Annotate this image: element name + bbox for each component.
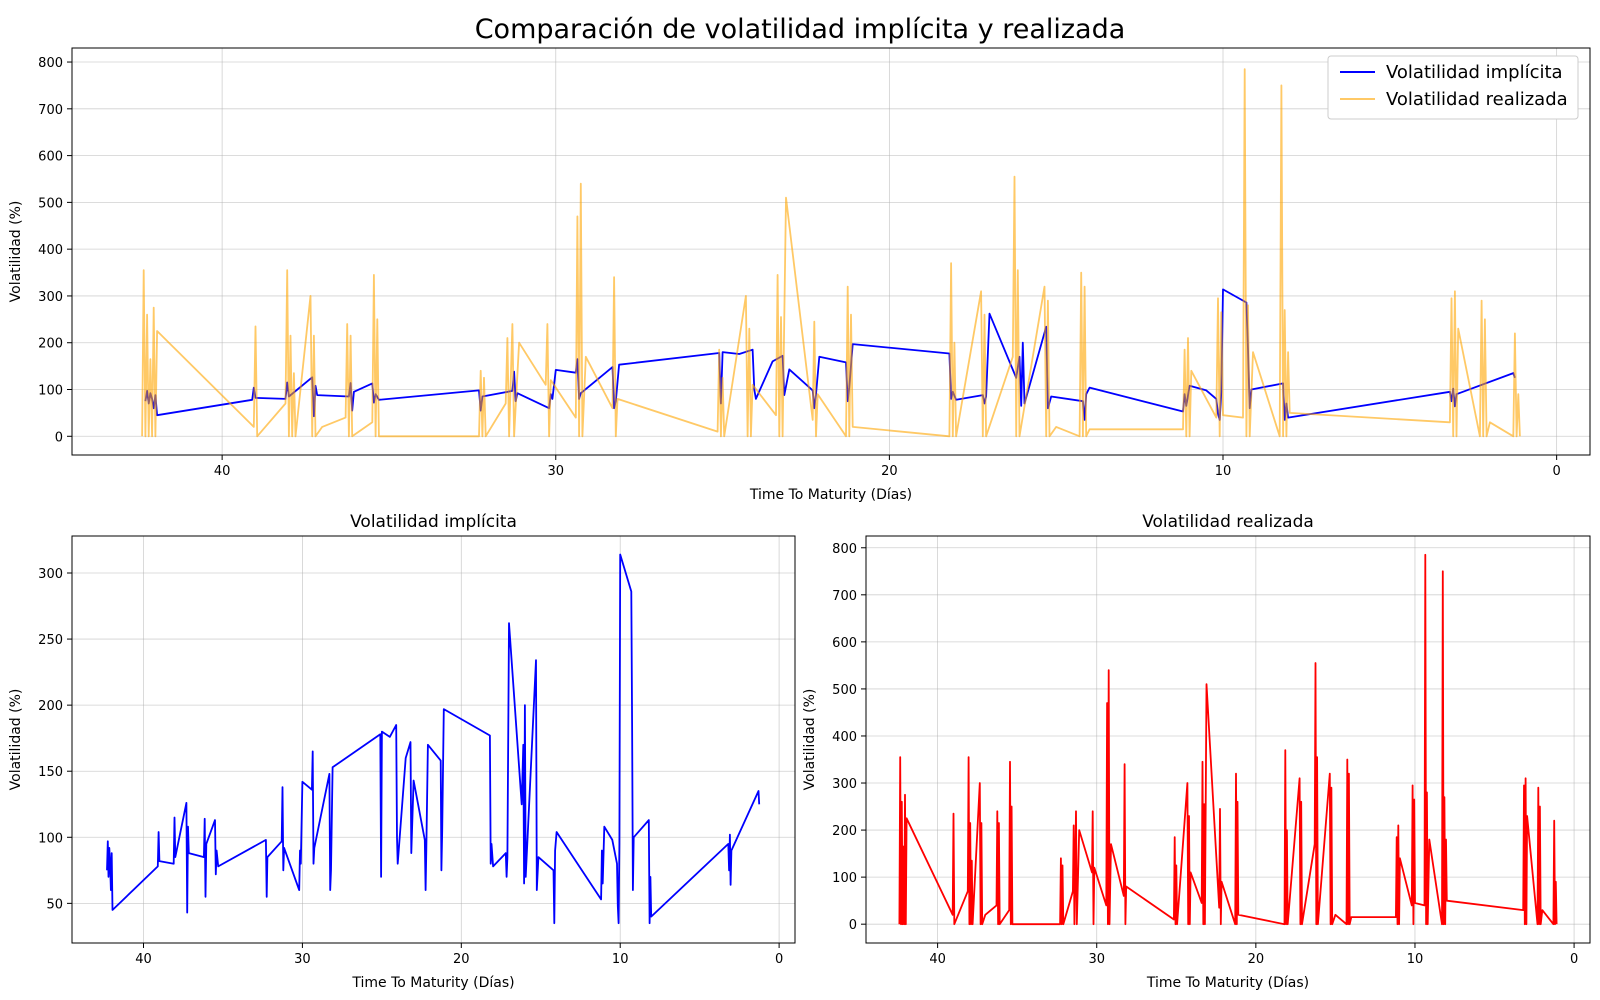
panel-title: Volatilidad implícita [350, 512, 517, 532]
y-tick-label: 600 [38, 150, 63, 165]
plot-frame [71, 535, 796, 944]
y-tick-label: 500 [38, 196, 63, 211]
y-tick-label: 400 [38, 243, 63, 258]
x-tick-label: 0 [1552, 464, 1560, 479]
y-tick-label: 200 [38, 699, 63, 714]
x-tick-label: 40 [929, 952, 946, 967]
figure-title: Comparación de volatilidad implícita y r… [475, 14, 1126, 45]
x-axis-label: Time To Maturity (Días) [351, 975, 514, 991]
series-line-realized [898, 553, 1558, 926]
y-tick-label: 400 [832, 730, 857, 745]
x-tick-label: 30 [1088, 952, 1105, 967]
plot-area [866, 536, 1590, 943]
x-axis-label: Time To Maturity (Días) [1146, 975, 1309, 991]
y-axis-label: Volatilidad (%) [8, 201, 24, 303]
y-tick-label: 300 [38, 290, 63, 305]
legend: Volatilidad implícita Volatilidad realiz… [1327, 55, 1579, 120]
x-axis-label: Time To Maturity (Días) [749, 487, 912, 503]
y-tick-label: 800 [38, 56, 63, 71]
y-tick-label: 100 [38, 831, 63, 846]
y-tick-label: 50 [46, 897, 63, 912]
y-tick-label: 500 [832, 683, 857, 698]
y-tick-label: 250 [38, 633, 63, 648]
legend-label-implied: Volatilidad implícita [1386, 62, 1563, 83]
y-tick-label: 300 [38, 567, 63, 582]
y-tick-label: 200 [832, 824, 857, 839]
y-tick-label: 0 [55, 430, 63, 445]
plot-frame [71, 47, 1591, 456]
x-tick-label: 20 [881, 464, 898, 479]
y-tick-label: 600 [832, 636, 857, 651]
x-tick-label: 40 [214, 464, 231, 479]
x-tick-label: 30 [294, 952, 311, 967]
x-tick-label: 10 [1215, 464, 1232, 479]
y-axis-label: Volatilidad (%) [8, 689, 24, 791]
y-tick-label: 100 [832, 871, 857, 886]
x-tick-label: 40 [135, 952, 152, 967]
x-tick-label: 20 [1248, 952, 1265, 967]
y-tick-label: 150 [38, 765, 63, 780]
panel-title: Volatilidad realizada [1142, 512, 1314, 532]
y-axis-label: Volatilidad (%) [802, 689, 818, 791]
legend-box [1327, 55, 1579, 120]
x-tick-label: 30 [547, 464, 564, 479]
y-tick-label: 700 [832, 589, 857, 604]
y-tick-label: 0 [849, 918, 857, 933]
x-tick-label: 0 [1570, 952, 1578, 967]
plot-frame [865, 535, 1591, 944]
y-tick-label: 300 [832, 777, 857, 792]
x-tick-label: 10 [612, 952, 629, 967]
x-tick-label: 20 [453, 952, 470, 967]
x-tick-label: 10 [1407, 952, 1424, 967]
y-tick-label: 800 [832, 542, 857, 557]
series-line-implied [106, 553, 761, 925]
legend-label-realized: Volatilidad realizada [1386, 89, 1568, 110]
series-line-realized [141, 68, 1521, 438]
x-tick-label: 0 [775, 952, 783, 967]
y-tick-label: 200 [38, 337, 63, 352]
y-tick-label: 700 [38, 103, 63, 118]
y-tick-label: 100 [38, 384, 63, 399]
plot-area [72, 536, 795, 943]
